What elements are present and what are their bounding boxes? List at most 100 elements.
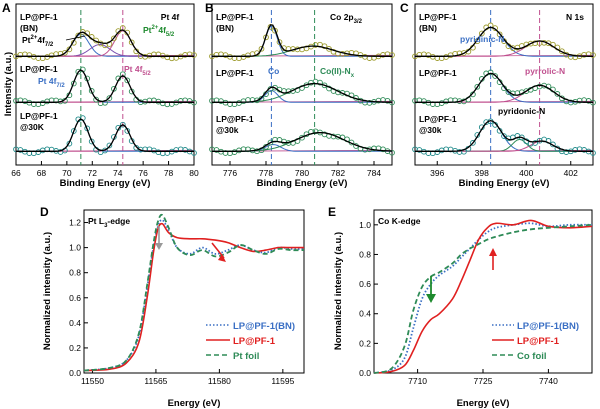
annotation-co: Co: [268, 66, 279, 76]
plot-frame-b: [211, 3, 393, 166]
x-axis-label-e: Energy (eV): [457, 398, 510, 409]
data-point-a-2-26: [70, 128, 77, 134]
data-point-c-2-26: [470, 140, 476, 146]
y-tick-label-d-6: 1.2: [69, 218, 81, 228]
stack-label-c-3: LP@PF-1: [419, 114, 457, 124]
ticks-d: 11550 11565 11580 11595 0.0 0.2 0.4 0.6 0.8 1.0 1.…: [69, 218, 294, 386]
y-tick-label-e-3: 0.6: [359, 279, 371, 289]
data-point-b-1-48: [317, 79, 323, 86]
data-point-c-1-64: [554, 91, 561, 97]
series-line-e-2: [373, 223, 593, 374]
x-tick-label-b-1: 778: [259, 168, 273, 178]
y-tick-label-e-1: 0.2: [359, 338, 371, 348]
arrow-d-gray: [155, 226, 163, 250]
plot-frame-d: [83, 209, 305, 374]
x-tick-label-e-0: 7710: [408, 376, 427, 386]
component-peak-a-1-0: [16, 69, 194, 103]
data-point-b-2-26: [267, 139, 274, 146]
x-tick-label-a-0: 66: [11, 168, 21, 178]
envelope-fit-c-2: [415, 120, 593, 152]
data-point-c-1-28: [474, 83, 481, 90]
stack-label-b-2: LP@PF-1: [216, 68, 254, 78]
data-point-c-2-54: [532, 140, 538, 146]
annotation-pyridonic: pyridonic-N: [498, 106, 545, 116]
arrow-e-green: [426, 276, 436, 303]
stack-label-b-1b: (BN): [216, 23, 234, 33]
plot-frame-a: [15, 3, 195, 166]
data-point-c-1-14: [443, 98, 449, 105]
envelope-fit-b-1: [212, 82, 392, 103]
title-a: Pt 4f: [161, 12, 180, 22]
x-tick-label-a-2: 70: [62, 168, 72, 178]
y-tick-label-d-1: 0.2: [69, 343, 81, 353]
data-point-b-1-14: [240, 98, 247, 105]
legend-d-label-2: LP@PF-1: [233, 336, 276, 347]
legend-e-label-3: Co foil: [517, 351, 547, 362]
stack-label-b-3b: @30k: [216, 125, 239, 135]
arrow-d-red: [211, 242, 226, 262]
x-axis-label-c: Binding Energy (eV): [459, 178, 550, 189]
x-tick-label-d-3: 11595: [271, 376, 294, 386]
x-axis-label-d: Energy (eV): [168, 398, 221, 409]
plot-frame-c: [414, 3, 594, 166]
xps-panel-pt4f: 66 68 70 72 74 76 78 80 Binding Energy (eV) Int…: [3, 3, 199, 189]
x-tick-label-b-4: 784: [367, 168, 381, 178]
series-line-d-2: [83, 213, 305, 372]
xps-panel-n1s: 396 398 400 402 Binding Energy (eV) N 1s LP…: [412, 3, 596, 189]
ticks-e: 7710 7725 7740 0.0 0.2 0.4 0.6 0.8 1.0: [359, 220, 558, 386]
annotation-pt4f72: Pt 4f7/2: [38, 76, 65, 89]
xps-panel-co2p: 776 778 780 782 784 Binding Energy (eV) Co 2…: [209, 3, 395, 189]
x-tick-label-d-2: 11580: [208, 376, 231, 386]
data-point-a-0-16: [48, 52, 55, 59]
x-ticks-a: 66 68 70 72 74 76 78 80: [11, 161, 199, 178]
envelope-fit-c-0: [415, 26, 593, 57]
panel-letter-c: C: [400, 1, 409, 15]
data-point-b-0-50: [321, 43, 328, 50]
x-tick-label-e-1: 7725: [474, 376, 493, 386]
legend-e-label-1: LP@PF-1(BN): [517, 321, 579, 332]
annotation-pt2-4f52: Pt2+4f5/2: [143, 25, 175, 38]
data-point-c-0-30: [478, 30, 485, 37]
plot-frame-e: [373, 209, 593, 374]
x-tick-label-a-4: 74: [113, 168, 123, 178]
y-tick-label-e-4: 0.8: [359, 249, 371, 259]
data-point-a-0-22: [62, 49, 68, 56]
data-point-a-2-34: [88, 138, 95, 145]
panel-letter-d: D: [40, 205, 49, 219]
curves-a: [13, 10, 197, 165]
annotation-pt4f52: Pt 4f5/2: [124, 64, 151, 77]
y-tick-label-e-0: 0.0: [359, 368, 371, 378]
panel-letter-e: E: [328, 205, 336, 219]
y-tick-label-d-2: 0.4: [69, 318, 81, 328]
x-tick-label-c-2: 400: [519, 168, 533, 178]
data-point-b-2-80: [389, 149, 395, 156]
stack-label-a-2: LP@PF-1: [20, 64, 58, 74]
envelope-fit-c-1: [415, 72, 593, 103]
envelope-fit-b-2: [212, 131, 393, 152]
y-tick-label-d-0: 0.0: [69, 368, 81, 378]
data-point-c-0-80: [590, 52, 596, 58]
x-ticks-b: 776 778 780 782 784: [223, 161, 381, 178]
data-point-a-1-34: [88, 88, 95, 94]
stack-label-b-3: LP@PF-1: [216, 114, 254, 124]
y-axis-label-e: Normalized intensity (a.u.): [333, 232, 344, 350]
annotation-pyridinic: pyridinic-N: [460, 34, 504, 44]
y-tick-label-e-5: 1.0: [359, 220, 371, 230]
x-tick-label-b-2: 780: [295, 168, 309, 178]
data-point-a-1-28: [75, 68, 82, 75]
y-tick-label-d-3: 0.6: [69, 293, 81, 303]
curves-d: [83, 213, 305, 372]
x-tick-label-d-0: 11550: [81, 376, 104, 386]
stack-label-a-1: LP@PF-1: [20, 12, 58, 22]
data-point-a-1-48: [119, 71, 126, 78]
envelope-fit-a-1: [16, 69, 194, 103]
stack-label-a-3: LP@PF-1: [20, 111, 58, 121]
stack-label-c-3b: @30k: [419, 125, 442, 135]
x-tick-label-a-1: 68: [37, 168, 47, 178]
data-point-c-1-34: [487, 69, 494, 76]
data-point-c-2-40: [501, 133, 507, 139]
data-point-b-0-30: [276, 39, 283, 45]
x-tick-label-a-6: 78: [164, 168, 174, 178]
stack-label-a-3b: @30K: [20, 122, 45, 132]
